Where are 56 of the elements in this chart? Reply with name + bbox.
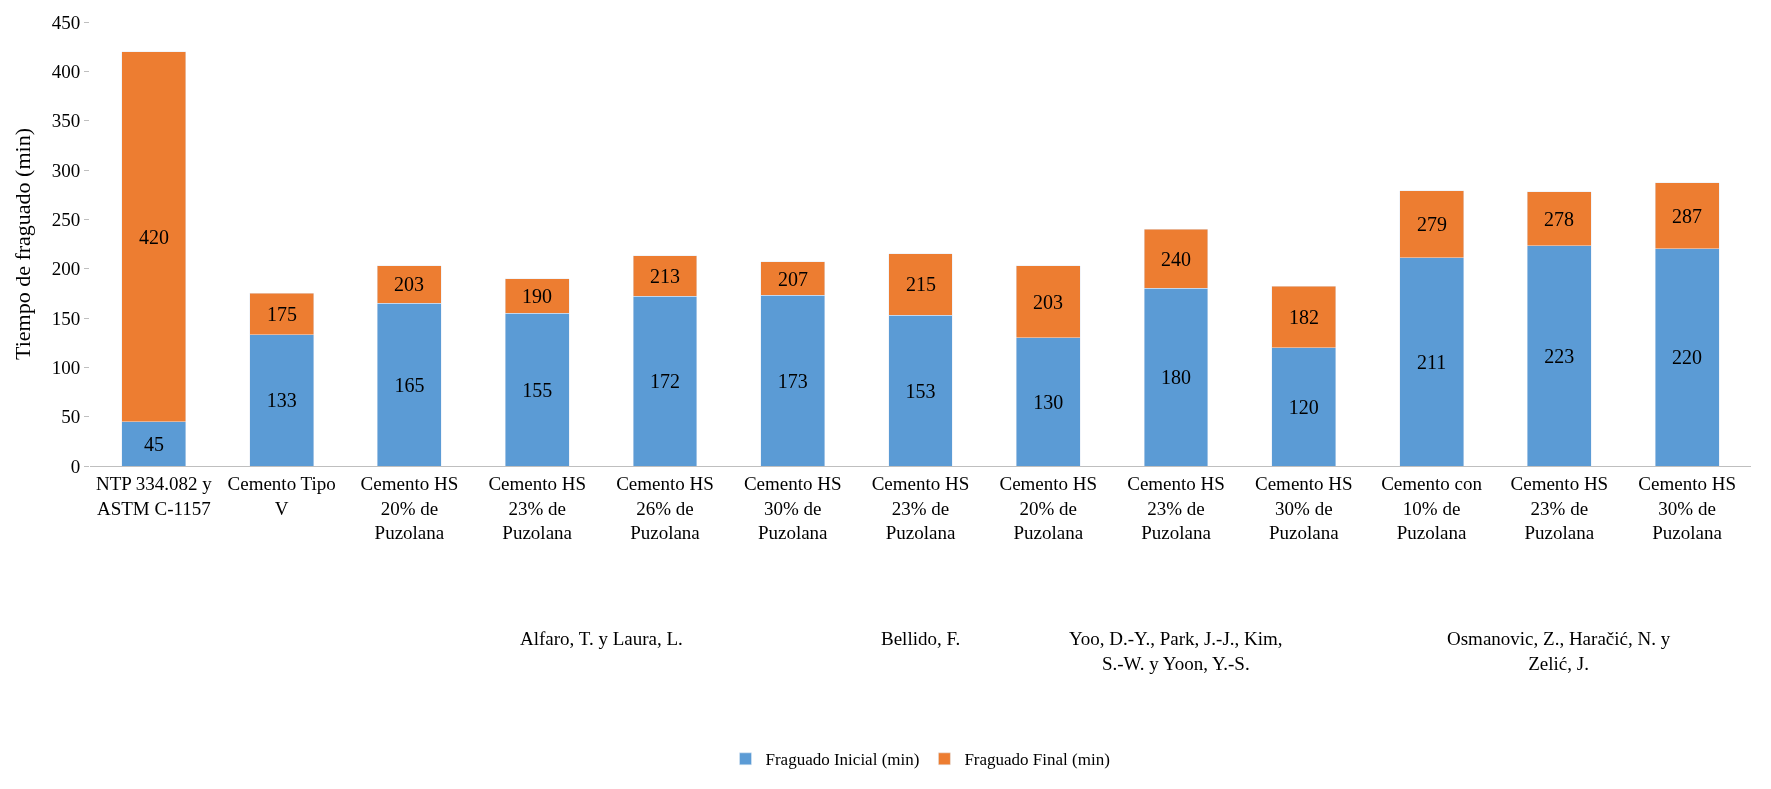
y-tick-label: 0 [70, 455, 81, 477]
total-label: 279 [1417, 213, 1447, 235]
y-tick-label: 100 [51, 356, 81, 378]
data-label: 153 [905, 379, 936, 402]
total-label: 240 [1161, 248, 1191, 270]
data-label: 165 [394, 373, 425, 396]
total-label: 287 [1672, 205, 1702, 227]
total-label: 203 [1033, 291, 1063, 313]
x-tick-label: Cemento con 10% de Puzolana [1381, 472, 1483, 544]
data-label: 130 [1033, 390, 1064, 413]
data-label: 211 [1416, 350, 1447, 373]
total-label: 213 [650, 265, 680, 287]
data-label: 133 [266, 389, 297, 412]
total-label: 175 [267, 303, 297, 325]
text: Yoo, D.-Y., Park, J.-J., Kim, S.-W. y Yoon, Y.-S. [1069, 628, 1283, 674]
data-label: 223 [1544, 344, 1575, 367]
total-label: 215 [906, 273, 936, 295]
data-label: 45 [143, 432, 164, 455]
legend-label: Fraguado Final (min) [964, 750, 1110, 770]
data-label: 155 [522, 378, 553, 401]
x-tick-label: Cemento HS 20% de Puzolana [360, 472, 459, 544]
y-tick-label: 150 [51, 307, 81, 329]
x-tick-label: Cemento HS 20% de Puzolana [999, 472, 1098, 544]
x-tick-label: Cemento HS 23% de Puzolana [488, 472, 587, 544]
total-label: 207 [778, 268, 808, 290]
text: Bellido, F. [881, 628, 961, 649]
y-tick-label: 450 [51, 11, 81, 33]
x-tick-label: Cemento HS 23% de Puzolana [1127, 472, 1225, 544]
x-tick-label: Cemento HS 23% de Puzolana [871, 472, 970, 544]
y-tick-label: 300 [51, 159, 81, 181]
x-tick-label: Cemento HS 23% de Puzolana [1510, 472, 1609, 544]
legend-label: Fraguado Inicial (min) [765, 750, 920, 770]
x-tick-label: NTP 334.082 y ASTM C-1157 [95, 472, 213, 519]
total-label: 190 [522, 285, 552, 307]
x-tick-label: Cemento HS 26% de Puzolana [616, 472, 714, 544]
total-label: 203 [394, 273, 424, 295]
y-tick-label: 350 [51, 110, 81, 132]
y-tick-label: 200 [51, 258, 81, 280]
x-tick-label: Cemento HS 30% de Puzolana [743, 472, 842, 544]
data-label: 120 [1288, 395, 1319, 418]
data-label: 180 [1161, 366, 1192, 389]
data-label: 172 [649, 370, 680, 393]
text: Osmanovic, Z., Haračić, N. y Zelić, J. [1447, 628, 1671, 674]
x-tick-label: Cemento Tipo V [227, 472, 336, 519]
total-label: 278 [1544, 208, 1574, 230]
data-label: 173 [777, 369, 808, 392]
total-label: 420 [139, 226, 169, 248]
y-tick-label: 250 [51, 208, 81, 230]
x-tick-label: Cemento HS 30% de Puzolana [1638, 472, 1736, 544]
y-tick-label: 400 [51, 60, 81, 82]
y-axis-title: Tiempo de fraguado (min) [9, 128, 35, 360]
y-tick-label: 50 [61, 406, 81, 428]
data-label: 220 [1672, 346, 1703, 369]
x-tick-label: Cemento HS 30% de Puzolana [1254, 472, 1353, 544]
total-label: 182 [1289, 306, 1319, 328]
text: Alfaro, T. y Laura, L. [520, 628, 683, 649]
